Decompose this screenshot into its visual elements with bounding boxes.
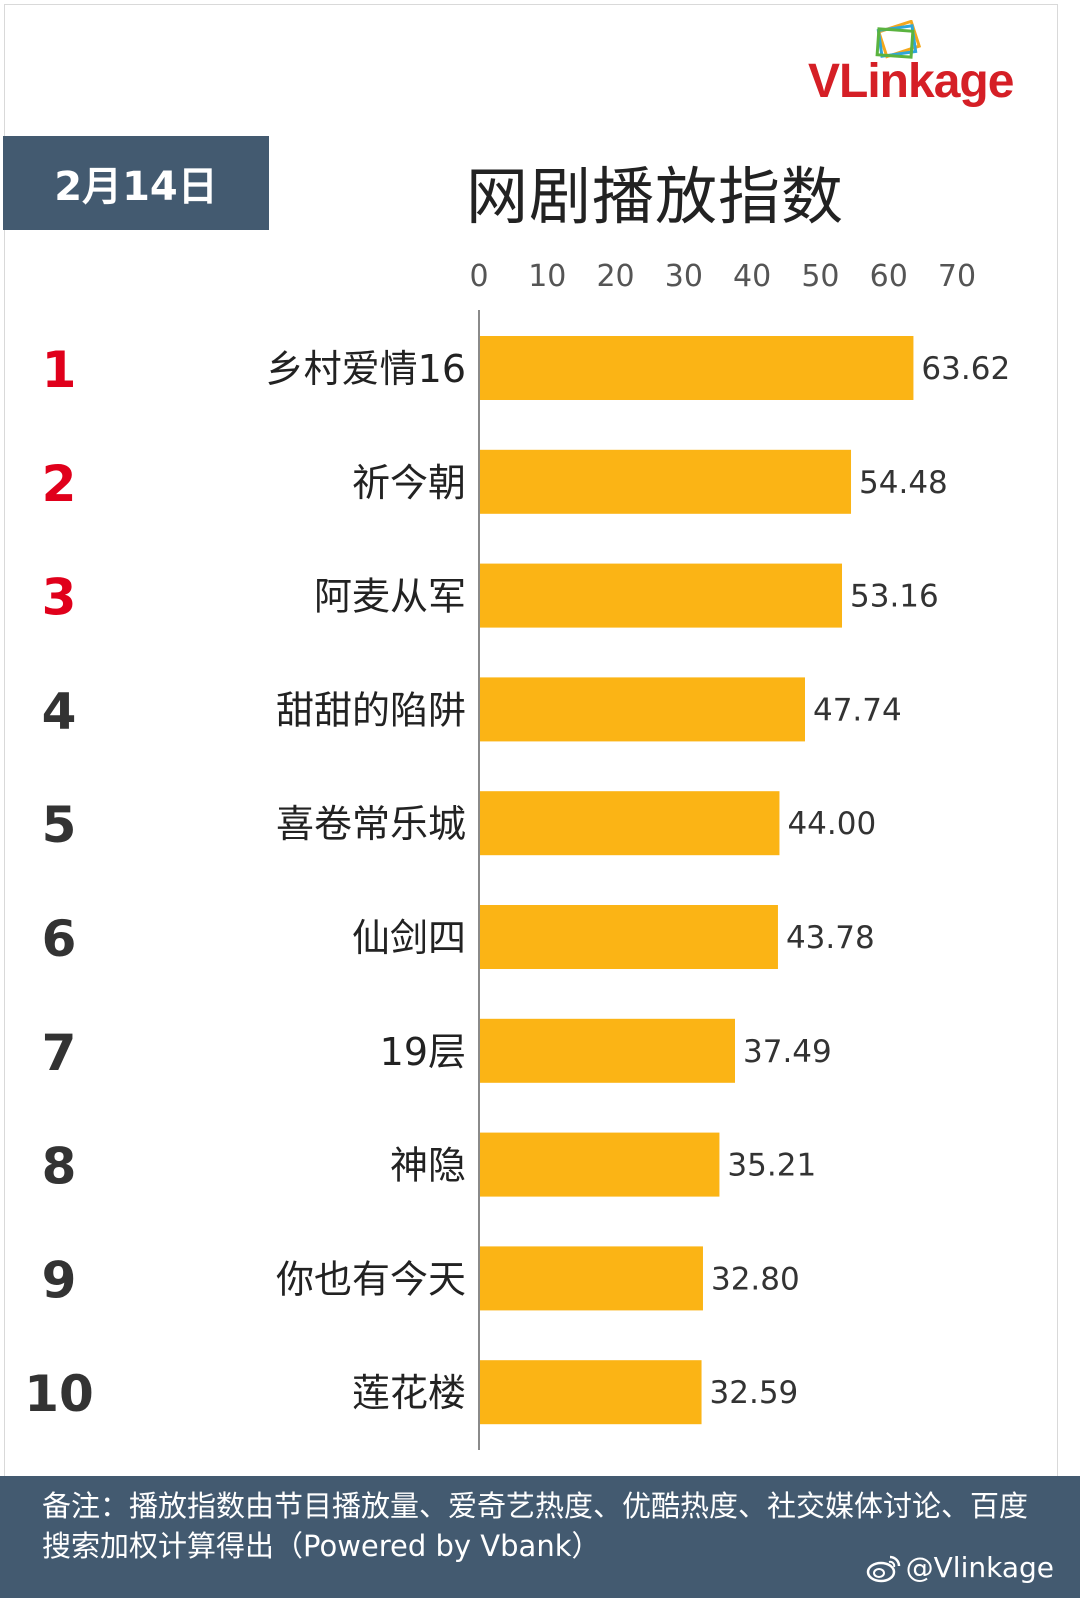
rank-number: 9 <box>42 1251 77 1309</box>
rank-number: 4 <box>42 682 77 740</box>
bar-value-label: 43.78 <box>786 920 875 956</box>
axis-tick-label: 40 <box>733 259 771 294</box>
category-label: 19层 <box>380 1030 466 1074</box>
rank-number: 8 <box>42 1138 77 1196</box>
category-label: 仙剑四 <box>352 916 466 960</box>
weibo-handle: @Vlinkage <box>866 1548 1054 1588</box>
date-label: 2月14日 <box>54 164 218 210</box>
category-label: 甜甜的陷阱 <box>276 688 466 732</box>
bar <box>479 1360 702 1425</box>
axis-tick-label: 60 <box>870 259 908 294</box>
axis-tick-label: 0 <box>469 259 488 294</box>
vlinkage-logo: VLinkage <box>808 20 1058 115</box>
rank-number: 1 <box>42 341 77 399</box>
bar <box>479 449 852 514</box>
bar-value-label: 63.62 <box>921 351 1010 387</box>
bar-value-label: 44.00 <box>787 806 876 842</box>
axis-tick-label: 20 <box>596 259 634 294</box>
bar <box>479 791 780 856</box>
page-title: 网剧播放指数 <box>466 160 845 233</box>
rank-number: 6 <box>42 910 77 968</box>
bar-value-label: 53.16 <box>850 579 939 615</box>
bar <box>479 563 843 628</box>
rank-number: 7 <box>42 1024 77 1082</box>
weibo-icon <box>866 1555 900 1583</box>
rank-number: 5 <box>42 796 77 854</box>
category-label: 祈今朝 <box>352 461 466 505</box>
bar <box>479 905 778 969</box>
footer-note: 备注：播放指数由节目播放量、爱奇艺热度、优酷热度、社交媒体讨论、百度搜索加权计算… <box>42 1489 1029 1563</box>
category-label: 你也有今天 <box>276 1257 466 1301</box>
weibo-handle-text: @Vlinkage <box>905 1551 1054 1584</box>
footer: 备注：播放指数由节目播放量、爱奇艺热度、优酷热度、社交媒体讨论、百度搜索加权计算… <box>0 1476 1080 1598</box>
bar-value-label: 32.59 <box>710 1375 799 1411</box>
bar-value-label: 37.49 <box>743 1034 832 1070</box>
bar-value-label: 54.48 <box>859 465 948 501</box>
axis-tick-label: 50 <box>801 259 839 294</box>
rank-number: 10 <box>24 1365 94 1423</box>
axis-tick-label: 30 <box>665 259 703 294</box>
category-label: 阿麦从军 <box>314 575 466 619</box>
category-label: 乡村爱情16 <box>266 347 466 391</box>
rank-number: 3 <box>42 569 77 627</box>
category-label: 喜卷常乐城 <box>276 802 466 846</box>
bar-value-label: 32.80 <box>711 1261 800 1297</box>
bar-value-label: 35.21 <box>727 1148 816 1184</box>
axis-tick-label: 10 <box>528 259 566 294</box>
date-badge: 2月14日 <box>3 136 269 230</box>
axis-tick-label: 70 <box>938 259 976 294</box>
bar <box>479 1246 703 1311</box>
rank-number: 2 <box>42 455 77 513</box>
bar-chart: 0 10 20 30 40 50 60 70 63.62 乡村爱情16 1 54.48 祈今朝 2 53.1… <box>24 259 1010 1450</box>
category-label: 神隐 <box>390 1144 466 1188</box>
logo-frames-icon <box>875 20 922 59</box>
category-label: 莲花楼 <box>352 1371 466 1415</box>
bar <box>479 1132 720 1197</box>
bar-value-label: 47.74 <box>813 692 902 728</box>
bar <box>479 677 805 742</box>
bar <box>479 1018 736 1083</box>
bar <box>479 336 914 400</box>
logo-text: VLinkage <box>808 55 1014 108</box>
